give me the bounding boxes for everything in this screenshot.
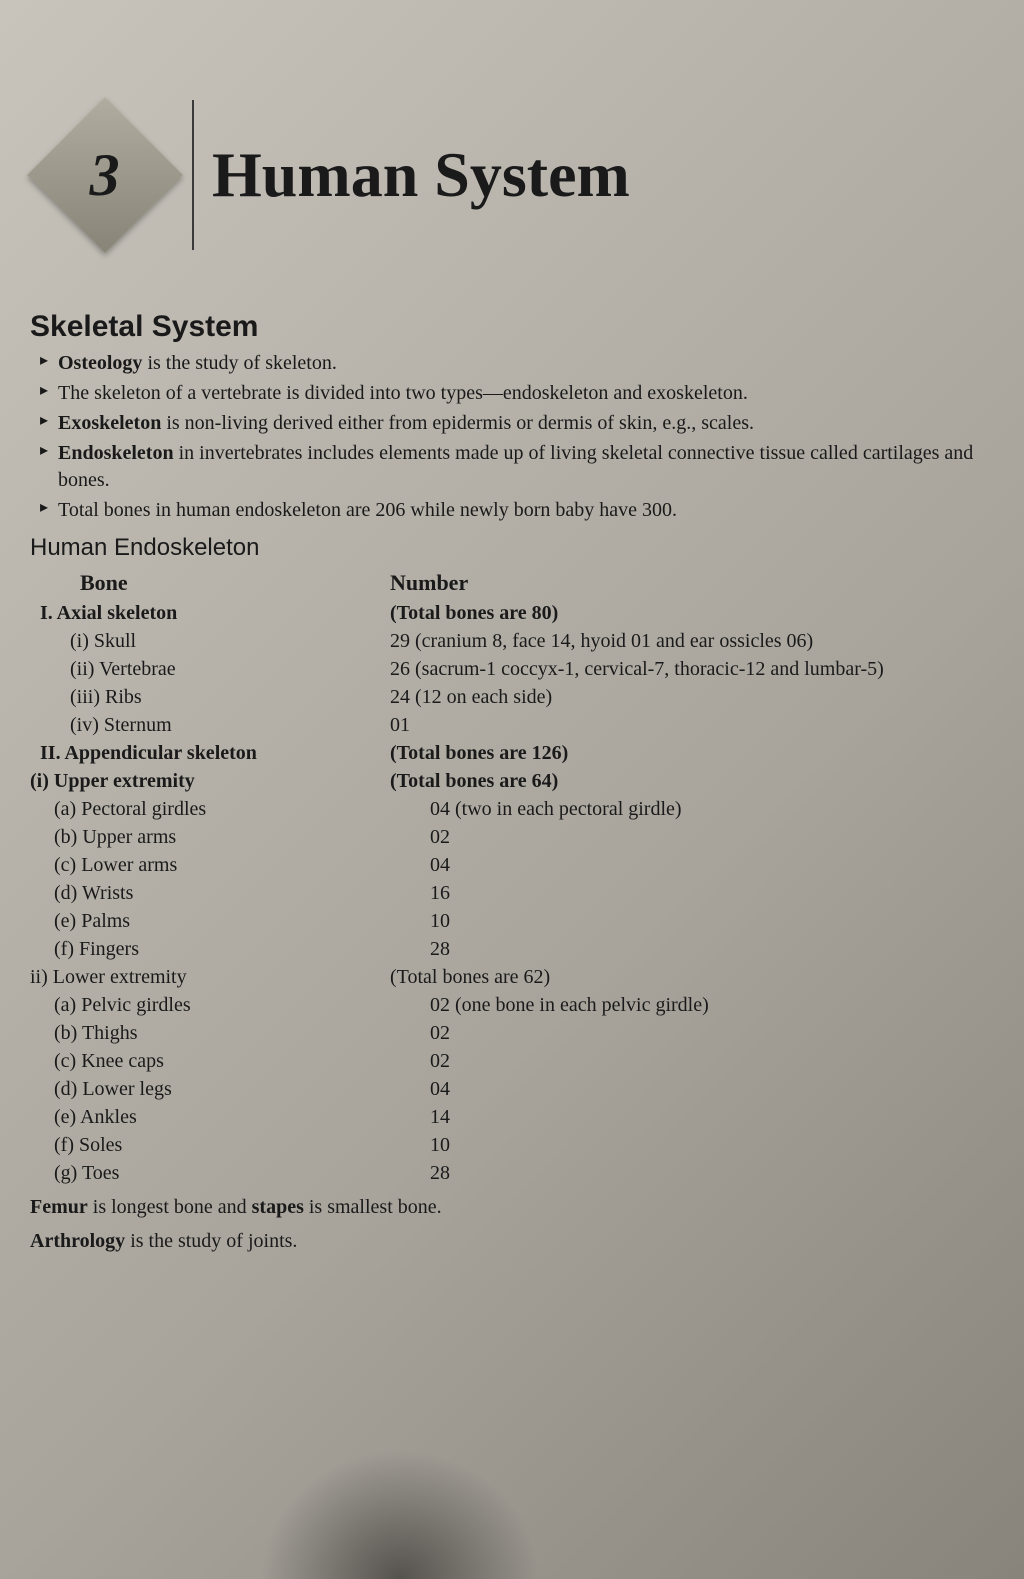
bone-name: (a) Pectoral girdles [30,795,390,823]
text: is longest bone and [88,1196,252,1218]
table-row: (iv) Sternum01 [30,711,984,739]
text: in invertebrates includes elements made … [58,442,973,491]
bone-name: (iv) Sternum [30,711,390,739]
bone-number: 02 [390,1019,984,1047]
text: The skeleton of a vertebrate is divided … [58,382,748,404]
table-row: (g) Toes28 [30,1159,984,1187]
bullet-item: Endoskeleton in invertebrates includes e… [40,440,984,494]
table-row: (f) Soles10 [30,1131,984,1159]
group-label: I. Axial skeleton [30,599,390,627]
group-total: (Total bones are 126) [390,739,984,767]
bone-number: 14 [390,1103,984,1131]
bullet-item: The skeleton of a vertebrate is divided … [40,380,984,407]
bone-number: 29 (cranium 8, face 14, hyoid 01 and ear… [390,627,984,655]
bone-number: 02 (one bone in each pelvic girdle) [390,991,984,1019]
table-row: (c) Knee caps02 [30,1047,984,1075]
subgroup-row: (i) Upper extremity (Total bones are 64) [30,767,984,795]
thumb-shadow [260,1449,540,1579]
subgroup-label: ii) Lower extremity [30,963,390,991]
bullet-list: Osteology is the study of skeleton. The … [40,350,984,524]
table-row: (b) Upper arms02 [30,823,984,851]
subgroup-row: ii) Lower extremity (Total bones are 62) [30,963,984,991]
bone-number: 28 [390,1159,984,1187]
note-line: Femur is longest bone and stapes is smal… [30,1193,984,1221]
bone-number: 04 [390,1075,984,1103]
bone-name: (d) Wrists [30,879,390,907]
page: 3 Human System Skeletal System Osteology… [30,100,984,1255]
bone-number: 01 [390,711,984,739]
table-row: (i) Skull29 (cranium 8, face 14, hyoid 0… [30,627,984,655]
bone-number: 16 [390,879,984,907]
table-row: (ii) Vertebrae26 (sacrum-1 coccyx-1, cer… [30,655,984,683]
group-row: II. Appendicular skeleton (Total bones a… [30,739,984,767]
text: is the study of joints. [125,1230,297,1252]
bone-number: 04 (two in each pectoral girdle) [390,795,984,823]
bone-name: (d) Lower legs [30,1075,390,1103]
table-row: (a) Pelvic girdles02 (one bone in each p… [30,991,984,1019]
divider [192,100,194,250]
subgroup-label: (i) Upper extremity [30,767,390,795]
bone-name: (c) Knee caps [30,1047,390,1075]
bone-number: 02 [390,823,984,851]
bone-number: 28 [390,935,984,963]
chapter-header: 3 Human System [50,100,984,250]
chapter-title: Human System [212,138,630,212]
bone-number: 04 [390,851,984,879]
subgroup-total: (Total bones are 62) [390,963,984,991]
bone-name: (ii) Vertebrae [30,655,390,683]
table-row: (d) Wrists16 [30,879,984,907]
bone-number: 10 [390,1131,984,1159]
table-row: (c) Lower arms04 [30,851,984,879]
table-row: (iii) Ribs24 (12 on each side) [30,683,984,711]
text: is the study of skeleton. [142,352,336,374]
bone-number: 26 (sacrum-1 coccyx-1, cervical-7, thora… [390,655,984,683]
table-row: (f) Fingers28 [30,935,984,963]
text-bold: Endoskeleton [58,442,174,464]
text: is non-living derived either from epider… [161,412,754,434]
bullet-item: Osteology is the study of skeleton. [40,350,984,377]
subsection-heading: Human Endoskeleton [30,534,984,562]
bone-name: (f) Soles [30,1131,390,1159]
table-header: Bone Number [30,568,984,599]
bone-name: (iii) Ribs [30,683,390,711]
bone-name: (e) Palms [30,907,390,935]
bullet-item: Exoskeleton is non-living derived either… [40,410,984,437]
col-header-bone: Bone [30,568,390,599]
text: Total bones in human endoskeleton are 20… [58,499,677,521]
group-total: (Total bones are 80) [390,599,984,627]
text-bold: Exoskeleton [58,412,161,434]
section-heading: Skeletal System [30,310,984,344]
table-row: (e) Ankles14 [30,1103,984,1131]
chapter-number: 3 [90,141,120,210]
bone-name: (b) Thighs [30,1019,390,1047]
text: is smallest bone. [304,1196,442,1218]
group-row: I. Axial skeleton (Total bones are 80) [30,599,984,627]
bone-number: 02 [390,1047,984,1075]
bone-name: (a) Pelvic girdles [30,991,390,1019]
group-label: II. Appendicular skeleton [30,739,390,767]
table-row: (a) Pectoral girdles04 (two in each pect… [30,795,984,823]
table-row: (d) Lower legs04 [30,1075,984,1103]
text-bold: Osteology [58,352,142,374]
bone-name: (b) Upper arms [30,823,390,851]
note-line: Arthrology is the study of joints. [30,1227,984,1255]
bone-name: (f) Fingers [30,935,390,963]
text-bold: Femur [30,1196,88,1218]
bone-number: 24 (12 on each side) [390,683,984,711]
col-header-number: Number [390,568,984,599]
bone-name: (g) Toes [30,1159,390,1187]
text-bold: Arthrology [30,1230,125,1252]
bone-name: (i) Skull [30,627,390,655]
bullet-item: Total bones in human endoskeleton are 20… [40,497,984,524]
bone-name: (e) Ankles [30,1103,390,1131]
bone-number: 10 [390,907,984,935]
subgroup-total: (Total bones are 64) [390,767,984,795]
text-bold: stapes [252,1196,304,1218]
bone-table: Bone Number I. Axial skeleton (Total bon… [30,568,984,1187]
bone-name: (c) Lower arms [30,851,390,879]
table-row: (b) Thighs02 [30,1019,984,1047]
chapter-badge: 3 [27,97,183,253]
table-row: (e) Palms10 [30,907,984,935]
